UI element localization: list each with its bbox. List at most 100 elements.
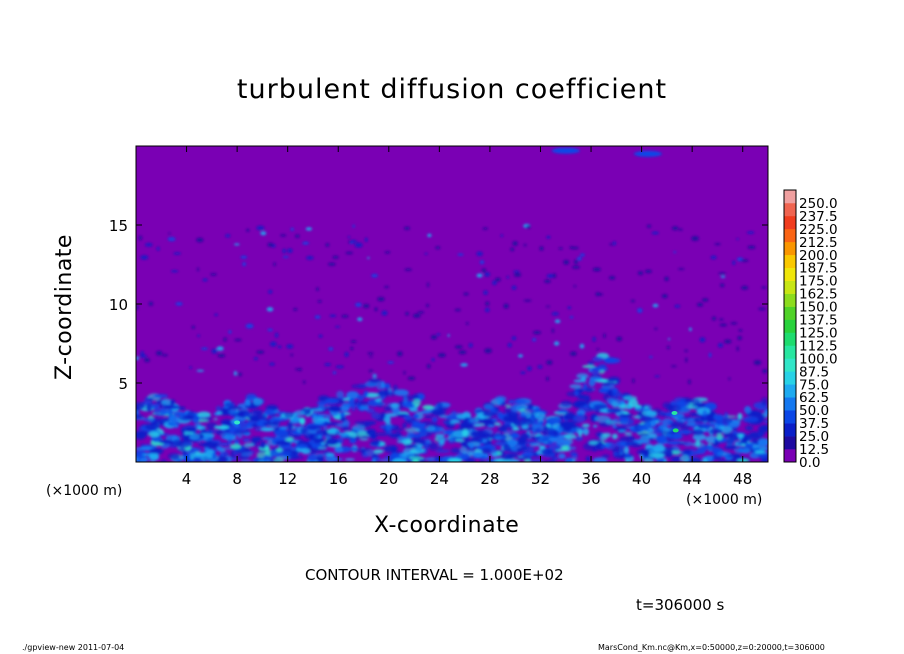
field-cell [197, 334, 200, 337]
field-cell [383, 405, 393, 412]
field-cell [691, 428, 705, 436]
field-cell [630, 299, 635, 303]
field-cell [558, 247, 563, 250]
field-cell [438, 353, 446, 358]
field-cell [354, 420, 368, 425]
field-cell [566, 391, 581, 397]
field-cell [469, 442, 474, 449]
field-cell [569, 246, 574, 249]
field-cell [574, 390, 579, 396]
colorbar-label: 237.5 [799, 209, 838, 225]
field-cell [576, 400, 583, 406]
field-cell [138, 235, 143, 241]
colorbar-label: 87.5 [799, 364, 829, 380]
field-cell [431, 358, 435, 362]
field-cell [651, 231, 659, 235]
field-cell [671, 411, 678, 415]
field-cell [563, 415, 574, 421]
field-cell [603, 357, 617, 364]
field-cell [341, 314, 349, 318]
field-cell [581, 376, 587, 381]
field-cell [377, 401, 384, 408]
field-cell [384, 383, 391, 389]
field-cell [669, 420, 685, 427]
field-cell [601, 444, 606, 449]
field-cell [718, 459, 730, 462]
field-cell [435, 449, 451, 453]
field-cell [702, 457, 708, 462]
field-cell [215, 411, 222, 416]
field-cell [720, 275, 726, 278]
field-cell [667, 420, 672, 424]
field-cell [638, 432, 650, 437]
field-cell [563, 260, 570, 265]
field-cell [136, 305, 139, 310]
field-cell [596, 348, 600, 351]
field-cell [214, 313, 218, 316]
field-cell [603, 393, 608, 401]
field-cell [623, 395, 638, 401]
field-cell [431, 408, 446, 417]
field-cell [628, 435, 634, 441]
x-tick-label: 28 [480, 470, 499, 488]
field-cell [215, 405, 222, 412]
field-cell [718, 272, 726, 275]
field-cell [306, 256, 314, 260]
colorbar-label: 75.0 [799, 377, 829, 393]
field-cell [267, 328, 273, 332]
field-cell [180, 427, 186, 433]
field-cell [677, 430, 693, 434]
field-cell [368, 369, 373, 373]
field-cell [546, 376, 549, 381]
colorbar-swatch [784, 384, 796, 398]
field-cell [269, 417, 283, 423]
field-cell [612, 446, 624, 454]
field-cell [397, 351, 403, 357]
field-cell [512, 336, 516, 341]
field-cell [484, 348, 492, 354]
x-tick-label: 32 [531, 470, 550, 488]
field-cell [256, 350, 265, 354]
field-cell [413, 313, 421, 318]
chart-title: turbulent diffusion coefficient [236, 74, 668, 105]
field-cell [702, 298, 709, 302]
field-cell [741, 285, 749, 290]
colorbar-swatch [784, 436, 796, 450]
field-cell [267, 242, 274, 247]
field-cell [357, 394, 365, 401]
field-cell [409, 407, 418, 413]
field-cell [480, 436, 496, 440]
field-cell [384, 286, 389, 288]
field-cell [245, 393, 257, 401]
field-cell [510, 247, 515, 252]
field-cell [728, 433, 740, 441]
field-cell [410, 420, 421, 423]
field-cell [149, 453, 160, 460]
field-cell [526, 225, 531, 229]
field-cell [365, 429, 377, 436]
field-cell [451, 410, 457, 415]
field-cell [153, 394, 169, 398]
field-cell [437, 446, 443, 450]
field-cell [678, 268, 685, 270]
field-cell [737, 441, 743, 445]
field-cell [186, 410, 195, 419]
field-cell [220, 419, 233, 426]
field-cell [546, 274, 554, 278]
field-cell [624, 432, 632, 436]
field-cell [699, 423, 705, 427]
field-cell [546, 417, 562, 424]
field-cell [583, 428, 589, 436]
field-cell [136, 356, 139, 360]
field-cell [230, 443, 242, 450]
field-cell [201, 347, 208, 350]
field-cell [551, 312, 559, 316]
field-cell [612, 433, 618, 440]
field-cell [601, 454, 610, 458]
field-cell [570, 351, 577, 356]
field-cell [316, 401, 328, 406]
field-cell [757, 438, 768, 447]
field-cell [328, 262, 336, 266]
x-tick-label: 20 [379, 470, 398, 488]
field-cell [753, 360, 762, 365]
